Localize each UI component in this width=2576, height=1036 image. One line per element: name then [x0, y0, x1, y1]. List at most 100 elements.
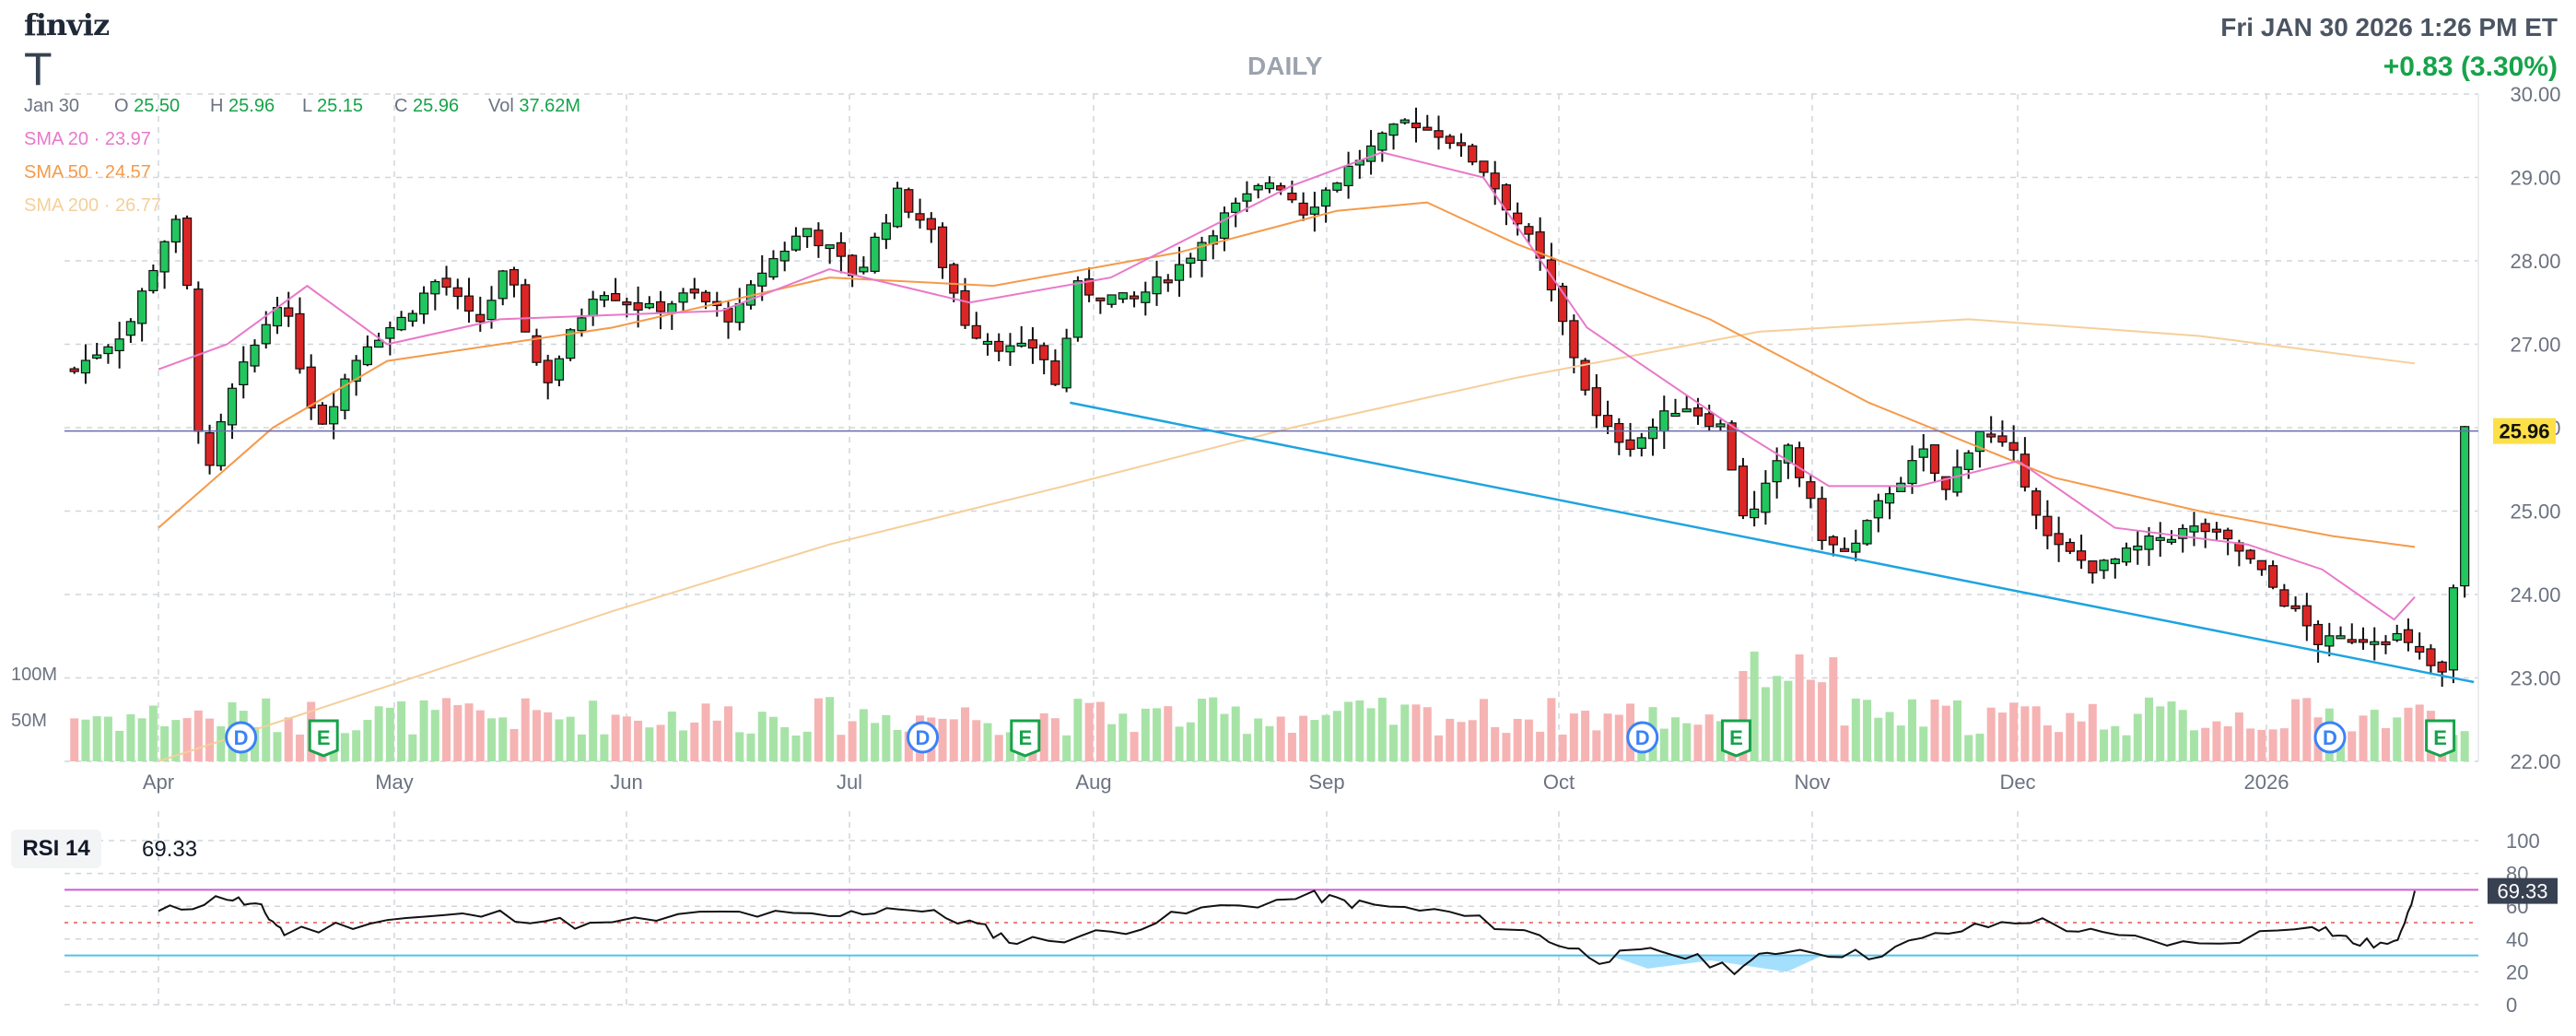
volume-bar: [2370, 710, 2379, 761]
candle-body: [1118, 292, 1128, 300]
volume-bars: [70, 651, 2469, 761]
candle-body: [1005, 345, 1015, 353]
candle-body: [2155, 536, 2165, 541]
candle-body: [904, 189, 914, 213]
volume-bar: [566, 716, 575, 761]
price-tick-label: 25.00: [2510, 500, 2560, 524]
candle-body: [1941, 476, 1951, 490]
candle-body: [757, 272, 767, 287]
candle-body: [870, 236, 880, 272]
volume-bar: [2144, 697, 2153, 761]
volume-bar: [126, 713, 135, 761]
volume-bar: [374, 706, 383, 761]
volume-bar: [1265, 725, 1274, 761]
volume-bar: [2302, 698, 2312, 761]
candle-body: [543, 359, 553, 383]
volume-bar: [983, 723, 992, 761]
volume-bar: [1389, 724, 1399, 761]
candle-body: [2211, 528, 2222, 533]
candle-body: [475, 313, 486, 323]
volume-bar: [938, 718, 947, 761]
volume-bar: [1491, 726, 1500, 761]
volume-bar: [882, 714, 891, 761]
volume-bar: [464, 703, 474, 761]
candle-body: [193, 288, 204, 432]
candle-body: [2099, 559, 2109, 571]
volume-bar: [1818, 682, 1827, 761]
sma200-legend[interactable]: SMA 200 · 26.77: [24, 195, 162, 216]
candle-body: [1783, 444, 1793, 464]
candle-body: [1253, 184, 1263, 191]
rsi-value-badge-text: 69.33: [2497, 880, 2547, 903]
dividend-marker: [907, 721, 939, 754]
volume-bar: [2291, 699, 2301, 761]
volume-bar: [724, 706, 733, 761]
timeframe-label: DAILY: [1247, 52, 1323, 80]
volume-bar: [712, 720, 721, 761]
volume-bar: [1693, 724, 1703, 761]
volume-bar: [1558, 734, 1567, 761]
volume-bar: [1975, 734, 1985, 761]
candle-body: [982, 340, 993, 346]
volume-bar: [2279, 728, 2289, 761]
volume-bar: [2111, 725, 2120, 761]
candle-body: [1952, 466, 1962, 493]
candle-body: [2460, 426, 2470, 587]
volume-bar: [1885, 712, 1894, 761]
volume-bar: [555, 719, 564, 761]
volume-bar: [2009, 702, 2019, 761]
candle-body: [971, 324, 981, 339]
volume-bar: [1366, 708, 1376, 761]
volume-bar: [1287, 733, 1296, 761]
volume-bar: [2348, 731, 2357, 761]
candle-body: [1163, 279, 1173, 284]
candle-body: [734, 303, 744, 324]
candle-body: [205, 431, 215, 466]
candle-body: [317, 404, 328, 425]
candle-body: [2076, 550, 2087, 561]
volume-bar: [701, 703, 710, 761]
volume-bar: [2133, 713, 2142, 761]
volume-bar: [160, 725, 170, 761]
earnings-marker: [2425, 719, 2456, 758]
candle-body: [723, 308, 733, 323]
volume-bar: [1715, 721, 1725, 761]
sma50-legend[interactable]: SMA 50 · 24.57: [24, 162, 151, 182]
volume-bar: [893, 729, 902, 761]
volume-bar: [1795, 653, 1804, 761]
candle-body: [1558, 285, 1568, 323]
candle-body: [1625, 439, 1635, 451]
volume-bar: [1107, 724, 1117, 761]
rsi-indicator-label[interactable]: RSI 14: [11, 830, 101, 868]
volume-bar: [430, 710, 439, 761]
ticker-symbol: T: [24, 43, 53, 95]
volume-bar: [2066, 712, 2075, 761]
candle-body: [1434, 130, 1444, 138]
volume-bar: [352, 730, 361, 761]
time-tick-label: Oct: [1543, 771, 1575, 794]
volume-bar: [2415, 704, 2424, 761]
candle-body: [1423, 126, 1433, 131]
candle-body: [216, 420, 226, 466]
volume-bar: [1400, 704, 1410, 761]
sma20-legend[interactable]: SMA 20 · 23.97: [24, 129, 151, 149]
candle-body: [239, 361, 249, 386]
volume-bar: [1919, 726, 1928, 761]
price-tick-label: 22.00: [2510, 750, 2560, 773]
candle-body: [1332, 182, 1342, 191]
volume-bar: [768, 716, 778, 761]
volume-bar: [656, 724, 665, 761]
candle-body: [1727, 422, 1737, 471]
candle-body: [790, 235, 802, 251]
dividend-marker: [1626, 721, 1659, 754]
volume-bar: [1095, 701, 1105, 761]
candle-body: [633, 301, 643, 312]
price-tick-label: 28.00: [2510, 250, 2560, 273]
volume-bar: [994, 735, 1003, 761]
volume-bar: [1614, 714, 1623, 761]
finviz-logo[interactable]: finviz: [24, 7, 110, 42]
price-grid: 30.0029.0028.0027.0026.0025.0024.0023.00…: [64, 83, 2561, 1005]
candle-body: [611, 292, 621, 301]
volume-bar: [972, 720, 981, 761]
